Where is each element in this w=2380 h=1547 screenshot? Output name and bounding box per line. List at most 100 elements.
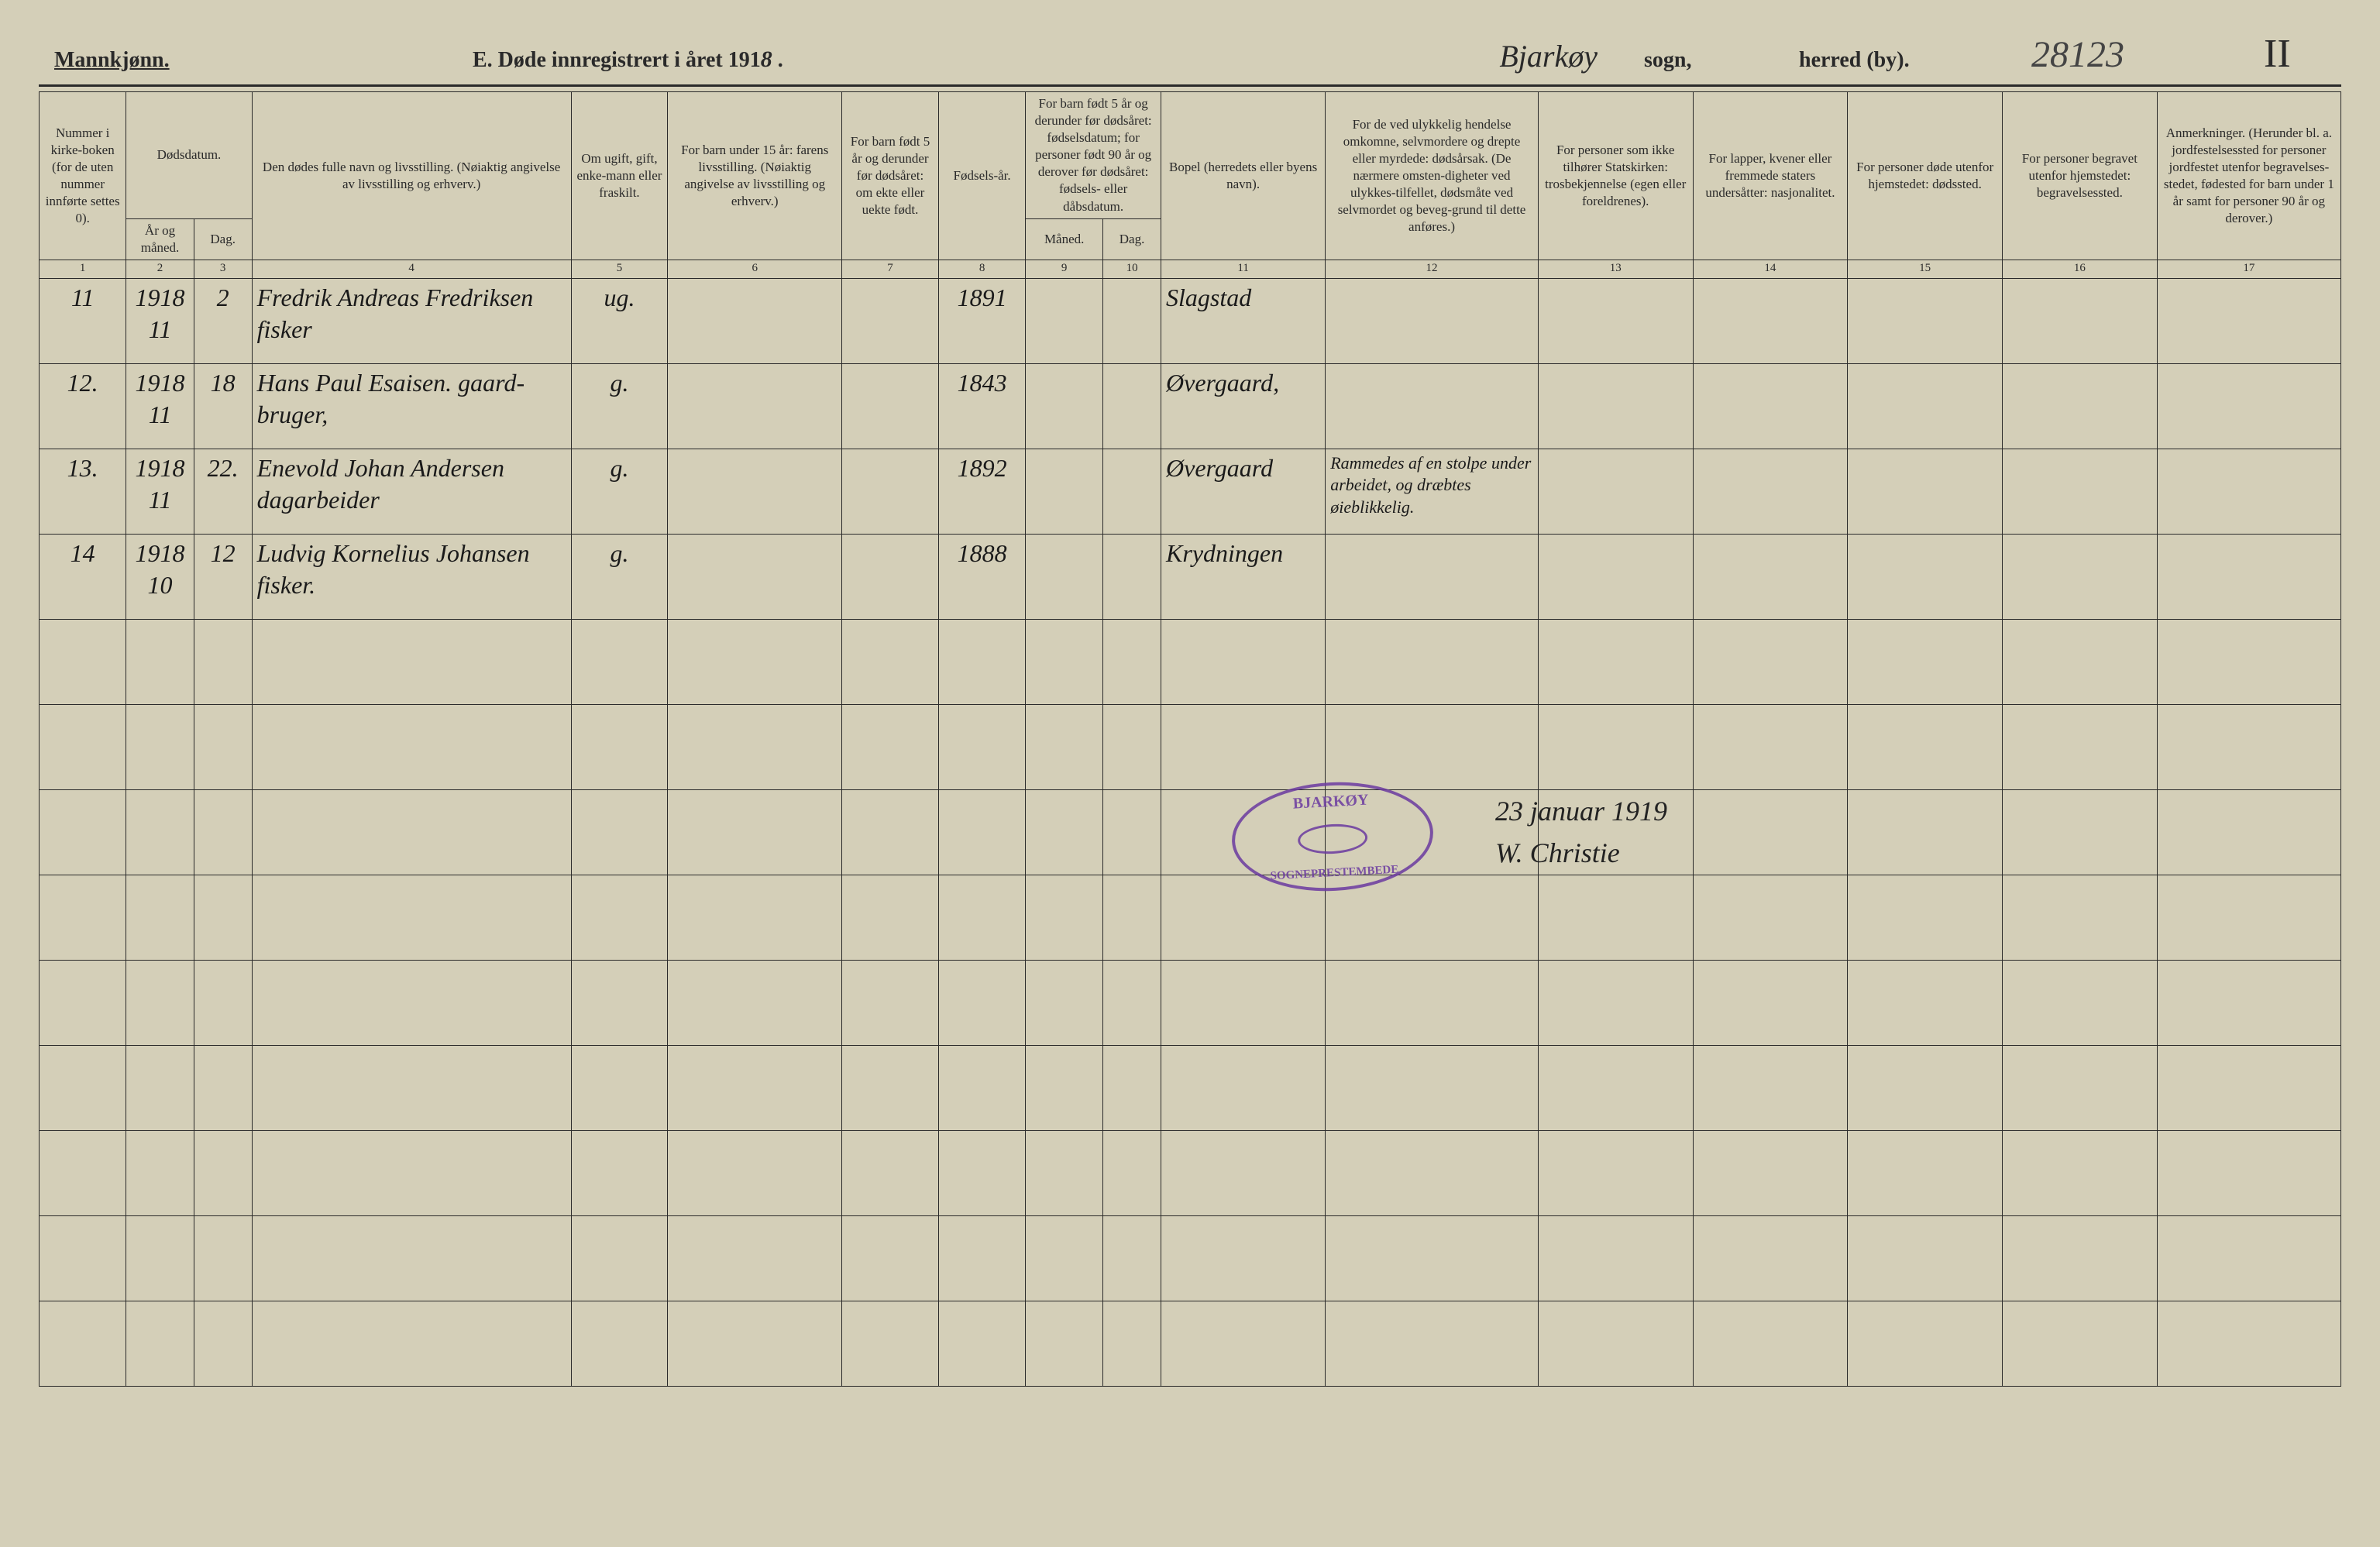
cell-remarks [2157,449,2340,534]
empty-row [40,704,2341,789]
cell-yearmonth: 1918 10 [126,534,194,619]
empty-row [40,619,2341,704]
cell-cause [1326,534,1539,619]
cell-nat [1693,449,1848,534]
cell-nat [1693,363,1848,449]
cell-legit [842,449,939,534]
cell-father [668,449,842,534]
cell-father [668,534,842,619]
col-header-6: For barn under 15 år: farens livsstillin… [668,92,842,260]
cell-yearmonth: 1918 11 [126,449,194,534]
cell-father [668,278,842,363]
col-header-14: For lapper, kvener eller fremmede stater… [1693,92,1848,260]
empty-row [40,1215,2341,1301]
table-row: 13. 1918 11 22. Enevold Johan Andersen d… [40,449,2341,534]
cell-legit [842,534,939,619]
colnum: 1 [40,260,126,278]
colnum: 9 [1026,260,1103,278]
table-row: 14 1918 10 12 Ludvig Kornelius Johansen … [40,534,2341,619]
col-header-9-10: For barn født 5 år og derunder før dødså… [1026,92,1161,219]
col-header-11: Bopel (herredets eller byens navn). [1161,92,1326,260]
cell-bopel: Slagstad [1161,278,1326,363]
cell-deathplace [1848,278,2003,363]
colnum: 4 [252,260,571,278]
colnum: 2 [126,260,194,278]
cell-day: 18 [194,363,252,449]
col-header-5: Om ugift, gift, enke-mann eller fraskilt… [571,92,668,260]
table-row: 11 1918 11 2 Fredrik Andreas Fredriksen … [40,278,2341,363]
colnum: 11 [1161,260,1326,278]
empty-row [40,960,2341,1045]
cell-cause [1326,278,1539,363]
col-header-15: For personer døde utenfor hjemstedet: dø… [1848,92,2003,260]
col-header-16: For personer begravet utenfor hjemstedet… [2003,92,2158,260]
cell-deathplace [1848,449,2003,534]
cell-bopel: Øvergaard, [1161,363,1326,449]
cell-bopel: Øvergaard [1161,449,1326,534]
table-header: Nummer i kirke-boken (for de uten nummer… [40,92,2341,279]
title-dot: . [778,48,783,72]
cell-name: Ludvig Kornelius Johansen fisker. [252,534,571,619]
table-body: 11 1918 11 2 Fredrik Andreas Fredriksen … [40,278,2341,1386]
col-header-17: Anmerkninger. (Herunder bl. a. jordfeste… [2157,92,2340,260]
col-header-8: Fødsels-år. [938,92,1025,260]
cell-bmonth [1026,363,1103,449]
signature-name: W. Christie [1495,832,1667,874]
empty-row [40,1301,2341,1386]
cell-birthyear: 1843 [938,363,1025,449]
table-row: 12. 1918 11 18 Hans Paul Esaisen. gaard-… [40,363,2341,449]
header-rule [39,84,2341,87]
colnum: 10 [1103,260,1161,278]
colnum: 5 [571,260,668,278]
gender-label: Mannkjønn. [54,48,256,73]
signature-block: 23 januar 1919 W. Christie [1495,790,1667,874]
page-header: Mannkjønn. E. Døde innregistrert i året … [39,31,2341,77]
cell-status: g. [571,449,668,534]
cell-burial [2003,278,2158,363]
ledger-page: Mannkjønn. E. Døde innregistrert i året … [39,31,2341,1516]
title: E. Døde innregistrert i året 1918 . [256,46,1453,73]
cell-num: 13. [40,449,126,534]
cell-nat [1693,278,1848,363]
col-header-13: For personer som ikke tilhører Statskirk… [1538,92,1693,260]
colnum: 13 [1538,260,1693,278]
col-header-12: For de ved ulykkelig hendelse omkomne, s… [1326,92,1539,260]
cell-legit [842,363,939,449]
cell-name: Hans Paul Esaisen. gaard-bruger, [252,363,571,449]
ledger-table: Nummer i kirke-boken (for de uten nummer… [39,91,2341,1387]
cell-faith [1538,449,1693,534]
colnum: 14 [1693,260,1848,278]
col-header-2: År og måned. [126,218,194,260]
col-header-10: Dag. [1103,218,1161,260]
cell-cause [1326,363,1539,449]
colnum: 6 [668,260,842,278]
colnum: 3 [194,260,252,278]
cell-bmonth [1026,534,1103,619]
cell-birthyear: 1892 [938,449,1025,534]
cell-status: ug. [571,278,668,363]
cell-burial [2003,449,2158,534]
cell-name: Enevold Johan Andersen dagarbeider [252,449,571,534]
col-header-9: Måned. [1026,218,1103,260]
cell-bopel: Krydningen [1161,534,1326,619]
cell-bday [1103,449,1161,534]
page-number: 28123 [2031,33,2264,76]
cell-day: 22. [194,449,252,534]
cell-birthyear: 1888 [938,534,1025,619]
colnum: 8 [938,260,1025,278]
cell-father [668,363,842,449]
colnum: 12 [1326,260,1539,278]
cell-yearmonth: 1918 11 [126,363,194,449]
colnum: 16 [2003,260,2158,278]
title-prefix: E. Døde innregistrert i året 191 [473,48,761,72]
col-header-7: For barn født 5 år og derunder før dødså… [842,92,939,260]
cell-name: Fredrik Andreas Fredriksen fisker [252,278,571,363]
year-suffix: 8 [761,46,772,72]
cell-faith [1538,534,1693,619]
cell-deathplace [1848,534,2003,619]
col-header-4: Den dødes fulle navn og livsstilling. (N… [252,92,571,260]
col-header-2-3: Dødsdatum. [126,92,252,219]
cell-status: g. [571,363,668,449]
cell-day: 12 [194,534,252,619]
cell-deathplace [1848,363,2003,449]
